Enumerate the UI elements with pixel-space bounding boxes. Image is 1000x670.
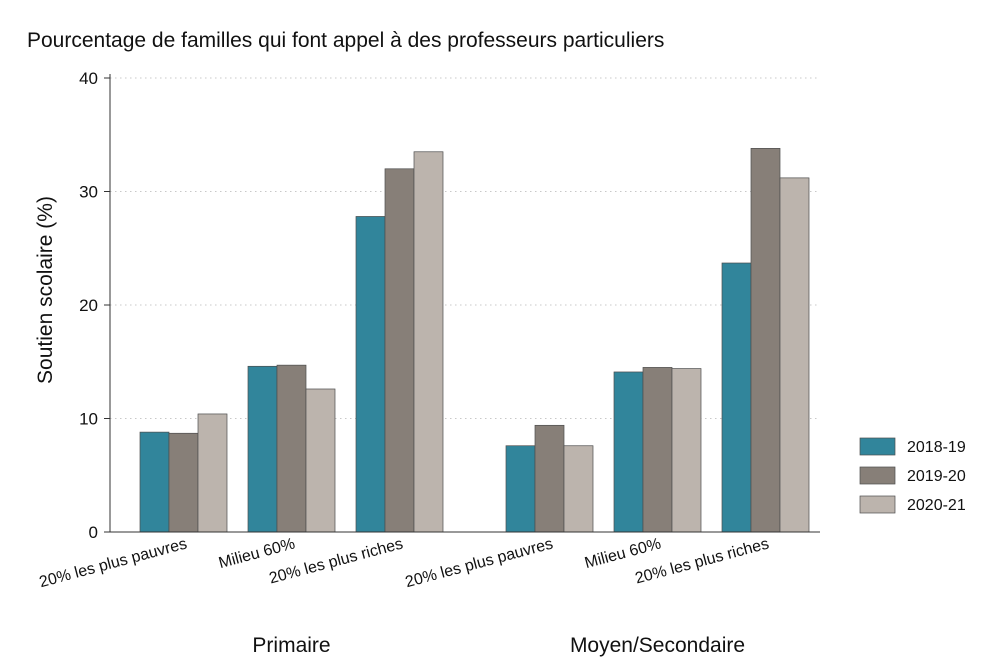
bar <box>355 216 386 533</box>
bar <box>563 445 594 533</box>
legend-swatch <box>859 495 896 514</box>
legend-label: 2020-21 <box>907 497 966 514</box>
legend-label: 2018-19 <box>907 439 966 456</box>
axes: 0 10 20 30 40 <box>79 69 820 542</box>
y-tick-label: 40 <box>79 69 98 88</box>
bar <box>413 151 444 533</box>
chart-title: Pourcentage de familles qui font appel à… <box>27 29 664 52</box>
bar <box>779 177 810 533</box>
legend-label: 2019-20 <box>907 468 966 485</box>
bar <box>642 367 673 533</box>
bar <box>750 148 781 533</box>
bar <box>139 431 170 533</box>
bar <box>721 262 752 533</box>
y-tick-label: 30 <box>79 183 98 202</box>
bar <box>534 424 565 533</box>
group-label: Primaire <box>252 634 330 657</box>
bar <box>168 432 199 533</box>
bar <box>276 364 307 533</box>
category-labels: 20% les plus pauvres Milieu 60%20% les pl… <box>38 535 771 657</box>
legend: 2018-19 2019-20 2020-21 <box>859 437 966 514</box>
bar <box>247 365 278 533</box>
group-label: Moyen/Secondaire <box>570 634 745 657</box>
bar <box>384 168 415 533</box>
legend-swatch <box>859 466 896 485</box>
bar <box>197 413 228 533</box>
category-label: 20% les plus pauvres <box>404 535 555 591</box>
y-tick-label: 20 <box>79 296 98 315</box>
bar <box>671 368 702 533</box>
y-tick-label: 0 <box>89 523 98 542</box>
bar <box>613 371 644 533</box>
y-tick-label: 10 <box>79 410 98 429</box>
legend-swatch <box>859 437 896 456</box>
bar <box>305 388 336 533</box>
category-label: 20% les plus pauvres <box>38 535 189 591</box>
gridlines <box>110 77 820 419</box>
bar <box>505 445 536 533</box>
y-axis-label: Soutien scolaire (%) <box>34 196 57 384</box>
bars <box>139 148 810 533</box>
